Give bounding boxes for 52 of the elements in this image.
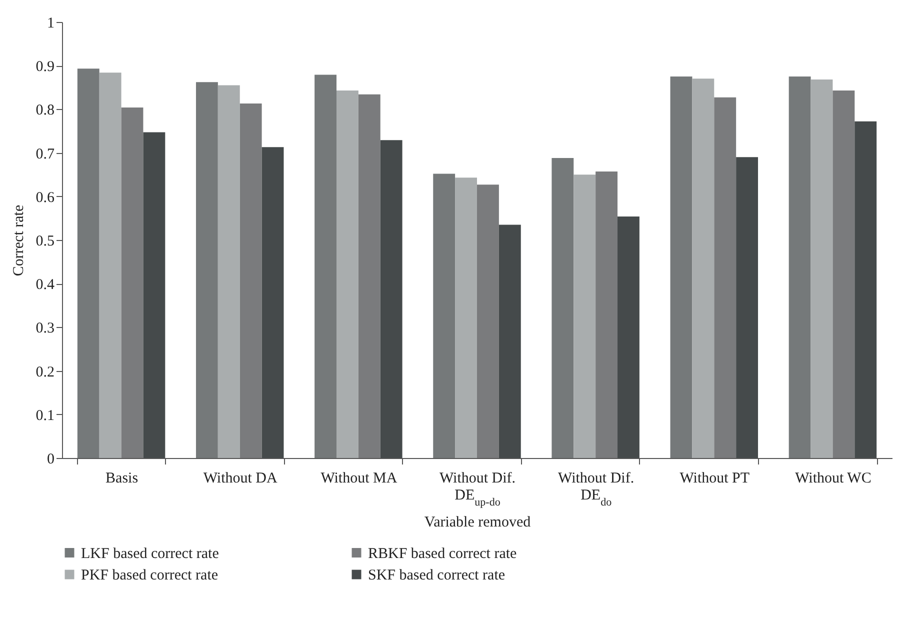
y-tick-label: 0.6 xyxy=(36,190,55,206)
y-tick-label: 0.2 xyxy=(36,364,54,380)
bar xyxy=(692,78,714,458)
bar xyxy=(314,74,336,458)
bar xyxy=(121,107,144,458)
bar xyxy=(788,76,811,458)
y-axis-title: Correct rate xyxy=(10,204,27,276)
bar xyxy=(262,147,284,458)
x-tick-label: Without DA xyxy=(203,470,278,486)
y-tick-label: 0.1 xyxy=(36,408,54,424)
legend-label: LKF based correct rate xyxy=(81,546,220,562)
x-tick-label: Basis xyxy=(106,470,138,486)
y-tick-label: 0.8 xyxy=(36,102,54,119)
y-tick-label: 0.3 xyxy=(36,320,54,337)
x-tick-label: Without Dif. DE$_{up-do}$ xyxy=(439,470,516,508)
y-tick-label: 0.5 xyxy=(36,234,54,250)
bar xyxy=(618,216,640,458)
bar xyxy=(670,76,692,458)
bar xyxy=(433,174,456,458)
bar xyxy=(854,121,877,458)
x-axis-title: Variable removed xyxy=(424,514,532,530)
y-tick-label: 0.4 xyxy=(36,277,55,294)
bar xyxy=(596,172,618,458)
bar xyxy=(380,140,402,458)
bar xyxy=(552,158,574,458)
bar xyxy=(714,97,736,458)
y-tick-label: 0.9 xyxy=(36,59,54,76)
bar xyxy=(240,104,262,458)
bar xyxy=(218,85,240,458)
bar xyxy=(196,82,218,458)
bar xyxy=(498,224,521,458)
bar xyxy=(810,80,833,458)
bar xyxy=(336,90,358,458)
y-tick-label: 1 xyxy=(47,16,54,32)
bar xyxy=(832,90,855,458)
bar xyxy=(574,174,596,458)
bar xyxy=(736,157,758,458)
bar xyxy=(99,72,122,458)
bar xyxy=(143,132,166,458)
legend-label: SKF based correct rate xyxy=(368,568,506,584)
x-tick-label: Without MA xyxy=(320,470,398,486)
x-tick-label: Without Dif. DE$_{do}$ xyxy=(558,470,634,508)
x-tick-label: Without WC xyxy=(795,470,872,486)
legend-label: RBKF based correct rate xyxy=(368,546,518,562)
bar xyxy=(455,178,477,458)
bar xyxy=(477,184,499,458)
bar xyxy=(358,94,380,458)
bar xyxy=(77,68,100,458)
y-tick-label: 0.7 xyxy=(36,146,55,162)
legend-label: PKF based correct rate xyxy=(81,568,218,584)
y-tick-label: 0 xyxy=(47,452,54,468)
x-tick-label: Without PT xyxy=(680,470,750,486)
